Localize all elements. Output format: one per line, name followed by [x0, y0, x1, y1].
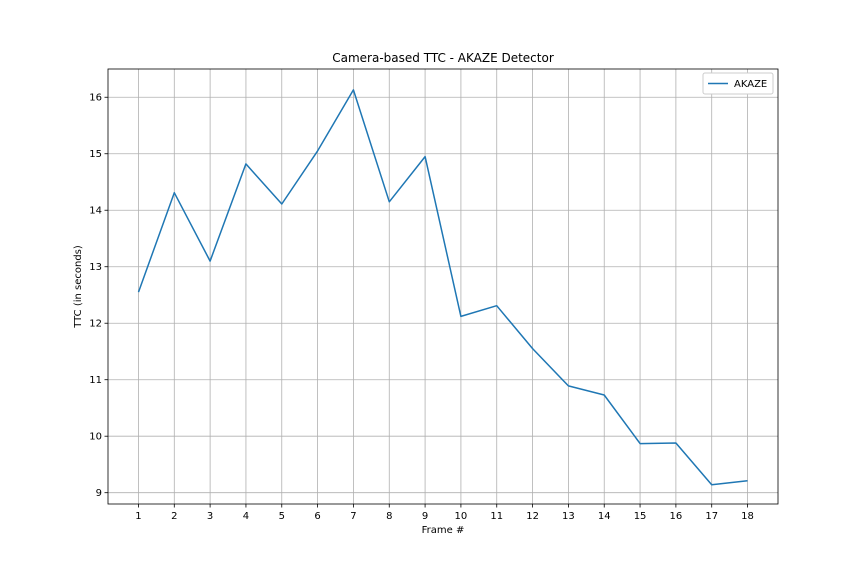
- x-tick-label: 3: [207, 511, 213, 522]
- x-tick-label: 5: [279, 511, 285, 522]
- x-tick-label: 14: [598, 511, 611, 522]
- legend-box: [702, 72, 774, 95]
- y-tick-label: 16: [89, 93, 102, 104]
- grid: [108, 69, 778, 504]
- x-tick-label: 2: [171, 511, 177, 522]
- legend-label-akaze: AKAZE: [734, 79, 767, 90]
- plot-area-frame: [107, 68, 779, 505]
- chart-title: Camera-based TTC - AKAZE Detector: [332, 51, 554, 65]
- x-tick-label: 10: [455, 511, 468, 522]
- series-line-akaze: [137, 89, 748, 486]
- y-axis-label: TTC (in seconds): [73, 245, 84, 329]
- x-tick-label: 4: [243, 511, 249, 522]
- y-tick-label: 11: [89, 375, 102, 386]
- x-tick-label: 15: [634, 511, 647, 522]
- x-axis-label: Frame #: [422, 525, 465, 536]
- x-axis-ticks: 1 2 3 4 5 6 7 8 9 10 11 12 13 14 15 16 17 18: [135, 504, 754, 522]
- x-tick-label: 9: [422, 511, 428, 522]
- x-tick-label: 13: [562, 511, 575, 522]
- x-tick-label: 1: [135, 511, 141, 522]
- x-tick-label: 12: [526, 511, 539, 522]
- y-tick-label: 14: [89, 206, 102, 217]
- x-tick-label: 18: [741, 511, 754, 522]
- x-tick-label: 8: [386, 511, 392, 522]
- y-tick-label: 9: [96, 488, 102, 499]
- legend: AKAZE: [702, 72, 774, 95]
- series-group: [137, 89, 748, 486]
- y-tick-label: 10: [89, 432, 102, 443]
- y-tick-label: 15: [89, 149, 102, 160]
- x-tick-label: 17: [705, 511, 718, 522]
- y-tick-label: 12: [89, 319, 102, 330]
- y-axis-ticks: 9 10 11 12 13 14 15 16: [89, 93, 108, 499]
- x-tick-label: 11: [490, 511, 503, 522]
- x-tick-label: 16: [670, 511, 683, 522]
- x-tick-label: 6: [314, 511, 320, 522]
- x-tick-label: 7: [350, 511, 356, 522]
- y-tick-label: 13: [89, 262, 102, 273]
